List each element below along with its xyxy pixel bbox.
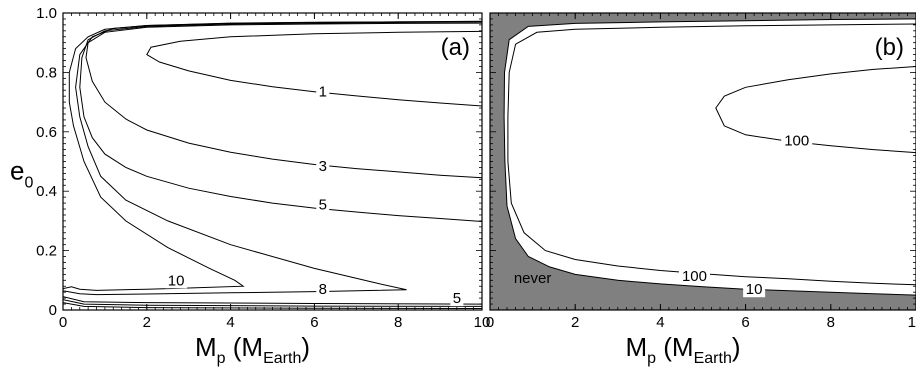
contour-label: 1	[319, 84, 327, 101]
contour-label-bg	[450, 289, 464, 307]
x-tick-label: 6	[741, 314, 749, 331]
x-tick-label: 0	[59, 314, 67, 331]
x-tick-label: 10	[474, 314, 491, 331]
contour-label-bg	[316, 82, 330, 100]
contour-line-5	[79, 21, 482, 222]
contour-label-bg	[165, 271, 188, 289]
y-tick-label: 0.8	[36, 64, 57, 81]
contour-label: 100	[784, 133, 809, 150]
x-tick-label: 4	[226, 314, 234, 331]
plot-frame	[62, 12, 483, 311]
x-tick-label: 8	[827, 314, 835, 331]
contour-label: 3	[319, 158, 327, 175]
contour-label: 8	[319, 281, 327, 298]
y-axis-title: e0	[10, 156, 33, 192]
y-tick-label: 0	[49, 302, 57, 319]
panel-label: (b)	[875, 34, 904, 61]
contour-label-bg	[316, 195, 330, 213]
contour-line-100	[507, 23, 916, 286]
plot-area: 1 3 5 8 10 5	[63, 20, 482, 309]
contour-label: 10	[168, 272, 185, 289]
x-axis-title: Mp (MEarth)	[625, 332, 740, 367]
y-tick-label: 0.2	[36, 243, 57, 260]
contour-label: 5	[319, 197, 327, 214]
contour-line-100	[715, 66, 916, 154]
contour-line-10	[63, 21, 482, 291]
contour-line-1	[146, 30, 482, 107]
contour-label-bg	[316, 156, 330, 174]
plot-area: 10 100 100	[490, 13, 916, 310]
region-label: never	[514, 270, 552, 287]
x-tick-label: 4	[656, 314, 664, 331]
x-axis-title: Mp (MEarth)	[195, 332, 310, 367]
y-tick-label: 0.4	[36, 183, 57, 200]
contour-line-10	[503, 18, 916, 296]
x-tick-label: 6	[310, 314, 318, 331]
contour-label: 5	[453, 290, 461, 307]
y-tick-label: 1.0	[36, 5, 57, 22]
contour-label-bg	[743, 280, 766, 298]
y-tick-label: 0.6	[36, 124, 57, 141]
x-tick-label: 2	[571, 314, 579, 331]
contour-line-3	[85, 22, 482, 179]
contour-line-8	[63, 20, 482, 296]
contour-label-bg	[678, 266, 710, 284]
allowed-region	[504, 18, 916, 296]
panel-b: 10 100 100 never 0 2 4 6 8 10 (b) Mp (MEarth)	[486, 12, 916, 367]
contour-line-5	[63, 296, 482, 305]
contour-label-bg	[316, 280, 330, 298]
contour-label-bg	[781, 131, 813, 149]
x-tick-label: 8	[394, 314, 402, 331]
panel-label: (a)	[441, 34, 470, 61]
x-tick-label: 0	[486, 314, 494, 331]
x-tick-label: 10	[908, 314, 916, 331]
contour-label: 100	[682, 268, 707, 285]
x-tick-label: 2	[143, 314, 151, 331]
contour-label: 10	[746, 281, 763, 298]
